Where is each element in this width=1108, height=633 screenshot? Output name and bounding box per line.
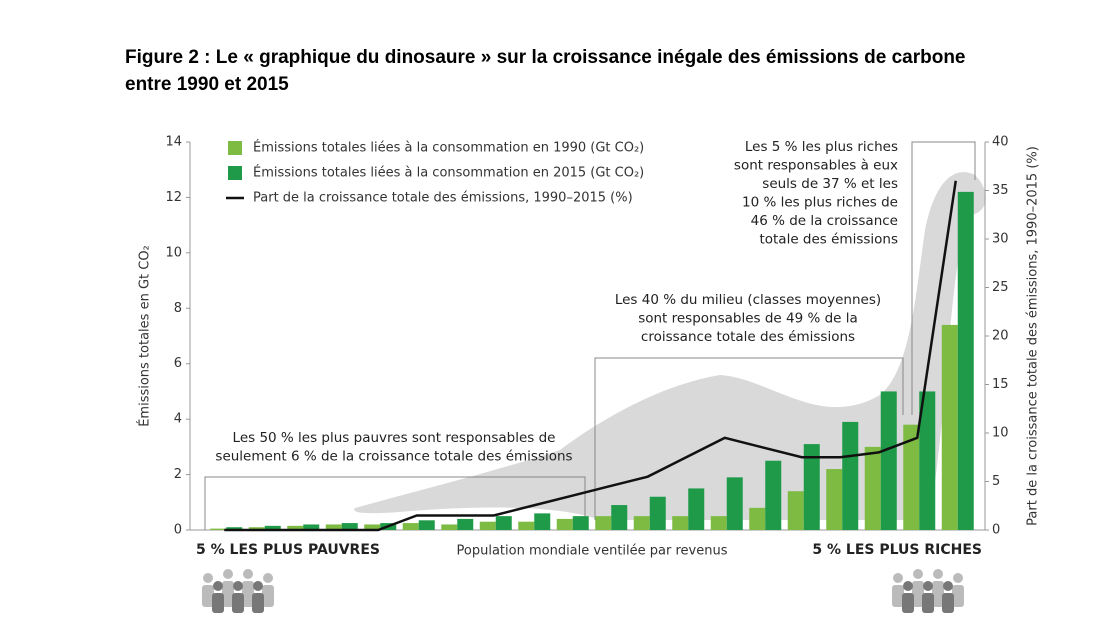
bar: [479, 521, 496, 530]
bar: [325, 524, 342, 530]
bar: [880, 391, 897, 530]
y-tick-label: 10: [165, 245, 182, 260]
bar: [633, 516, 650, 530]
annotation: sont responsables à eux: [734, 158, 898, 174]
bar: [649, 496, 666, 530]
y-tick-label: 4: [174, 412, 182, 427]
bar: [287, 525, 304, 530]
annotation: 46 % de la croissance: [751, 213, 898, 229]
bar: [364, 524, 381, 530]
y-tick-label: 2: [174, 467, 182, 482]
x-left-label: 5 % LES PLUS PAUVRES: [196, 542, 380, 558]
bracket: [911, 141, 976, 415]
annotation: sont responsables de 49 % de la: [638, 311, 858, 327]
legend-label: Émissions totales liées à la consommatio…: [253, 165, 644, 181]
y2-tick-label: 10: [992, 426, 1009, 441]
bar: [534, 513, 551, 530]
bar: [210, 528, 227, 530]
legend-label: Émissions totales liées à la consommatio…: [253, 140, 644, 156]
bar: [556, 518, 573, 530]
y-tick-label: 6: [174, 356, 182, 371]
line: [224, 180, 957, 532]
y-axis-label: Émissions totales en Gt CO₂: [137, 245, 153, 427]
bar: [418, 520, 435, 530]
annotation: Les 40 % du milieu (classes moyennes): [615, 292, 881, 308]
bar: [688, 488, 705, 530]
legend-label: Part de la croissance totale des émissio…: [253, 191, 633, 206]
y-tick-label: 12: [165, 190, 182, 205]
bar: [749, 507, 766, 530]
annotation: croissance totale des émissions: [641, 329, 855, 345]
y-tick-label: 8: [174, 301, 182, 316]
bracket: [204, 476, 586, 530]
bar: [457, 518, 474, 530]
bar: [303, 524, 320, 530]
annotation: seulement 6 % de la croissance totale de…: [215, 449, 572, 465]
annotation: Les 5 % les plus riches: [745, 139, 898, 155]
y-tick-label: 0: [174, 523, 182, 538]
y2-tick-label: 0: [992, 523, 1000, 538]
people-icon-front: [212, 581, 954, 613]
bar: [495, 516, 512, 530]
bar: [919, 391, 936, 530]
x-right-label: 5 % LES PLUS RICHES: [812, 542, 982, 558]
bar: [441, 524, 458, 530]
y2-tick-label: 40: [992, 135, 1009, 150]
x-axis-label: Population mondiale ventilée par revenus: [457, 544, 728, 559]
bar: [765, 460, 782, 530]
bar: [572, 516, 589, 530]
annotation: Les 50 % les plus pauvres sont responsab…: [233, 430, 556, 446]
bar: [842, 421, 859, 530]
y2-tick-label: 15: [992, 377, 1009, 392]
bar: [941, 324, 958, 530]
bar: [341, 523, 358, 530]
annotation: totale des émissions: [759, 232, 898, 248]
chart-title: Figure 2 : Le « graphique du dinosaure »…: [125, 47, 966, 95]
y2-tick-label: 5: [992, 474, 1000, 489]
bar: [957, 191, 974, 530]
y2-tick-label: 30: [992, 232, 1009, 247]
bar: [710, 516, 727, 530]
y2-tick-label: 35: [992, 183, 1009, 198]
bar: [248, 527, 265, 530]
y2-tick-label: 25: [992, 280, 1009, 295]
bar: [864, 446, 881, 530]
annotation: seuls de 37 % et les: [762, 176, 898, 192]
bar: [595, 516, 612, 530]
bracket: [594, 357, 904, 520]
bar: [826, 469, 843, 530]
y2-tick-label: 20: [992, 329, 1009, 344]
bar: [264, 525, 281, 530]
dinosaur-shape: [354, 172, 986, 520]
bar: [611, 505, 628, 530]
annotation: 10 % les plus riches de: [742, 195, 898, 211]
bar: [903, 424, 920, 530]
bar: [672, 516, 689, 530]
bar: [787, 491, 804, 530]
bar: [803, 444, 820, 530]
bar: [518, 521, 535, 530]
bar: [726, 477, 743, 530]
y-tick-label: 14: [165, 135, 182, 150]
legend-swatch: [228, 141, 242, 155]
y2-axis-label: Part de la croissance totale des émissio…: [1026, 146, 1041, 526]
legend-swatch: [228, 166, 242, 180]
bar: [402, 523, 419, 530]
people-icon: [202, 569, 964, 607]
bar: [226, 527, 243, 530]
